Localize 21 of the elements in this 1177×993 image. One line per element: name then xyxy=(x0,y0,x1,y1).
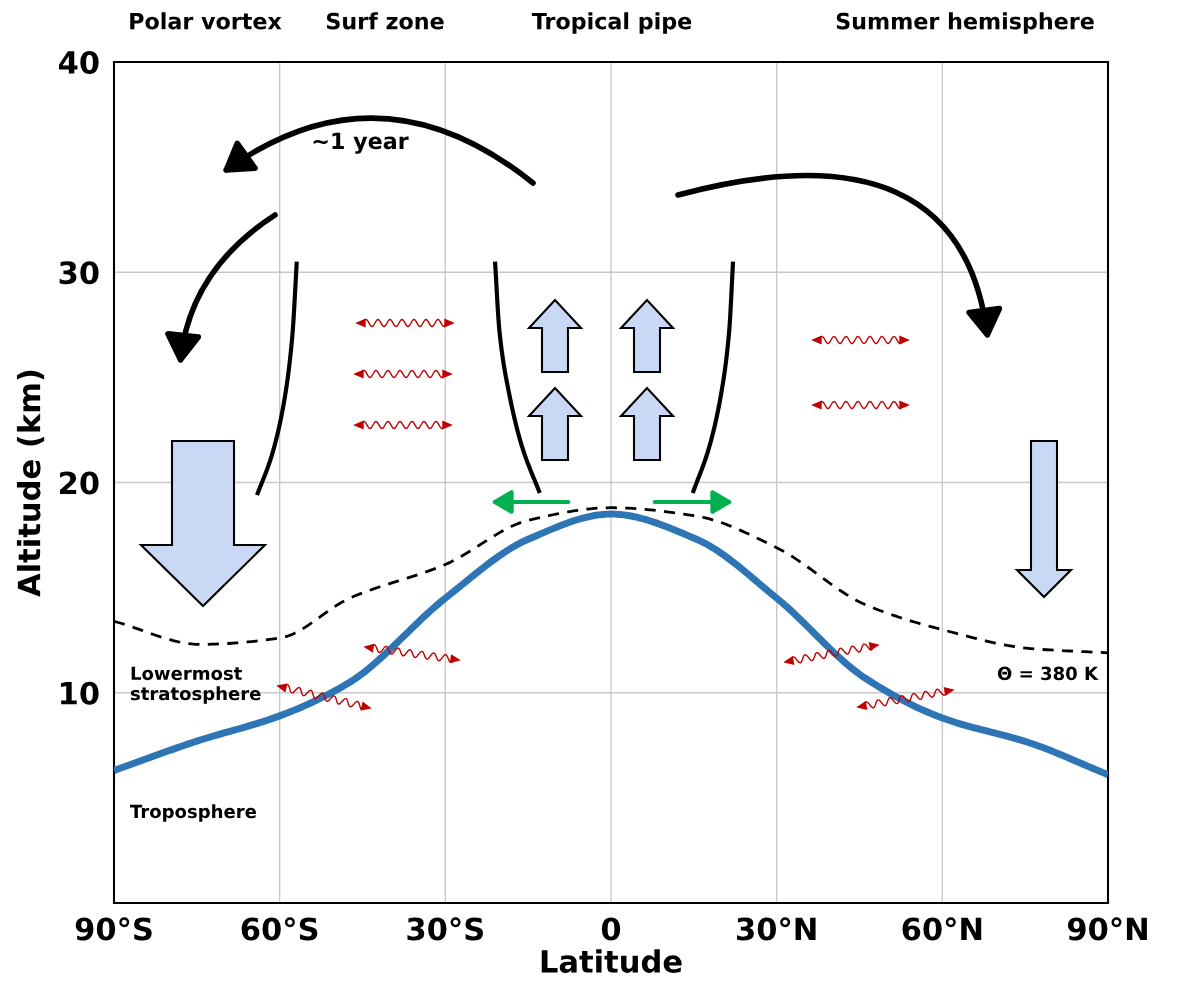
x-tick-label: 60°N xyxy=(902,917,982,941)
x-tick-label: 30°S xyxy=(407,917,483,941)
x-tick-label: 0 xyxy=(601,917,621,941)
x-tick-label: 90°N xyxy=(1067,917,1147,941)
x-tick-label: 30°N xyxy=(737,917,816,941)
x-tick-label: 60°S xyxy=(241,917,318,941)
text: Polar vortex xyxy=(130,12,282,30)
y-tick-label: 20 xyxy=(60,471,99,495)
annotation: Lowermost stratosphere xyxy=(130,666,261,704)
y-tick-label: 40 xyxy=(58,50,99,75)
y-tick-label: 30 xyxy=(59,261,99,285)
text: Tropical pipe xyxy=(531,12,692,34)
text: Summer hemisphere xyxy=(836,12,1094,34)
y-axis-title: Altitude (km) xyxy=(16,370,45,597)
x-tick-label: 90°S xyxy=(75,917,152,941)
annotation: ~1 year xyxy=(313,132,409,154)
annotation: Troposphere xyxy=(130,804,257,822)
annotation: Θ = 380 K xyxy=(997,666,1099,681)
x-axis-title: Latitude xyxy=(541,949,682,973)
text: Surf zone xyxy=(326,12,444,30)
y-tick-label: 10 xyxy=(61,681,99,705)
